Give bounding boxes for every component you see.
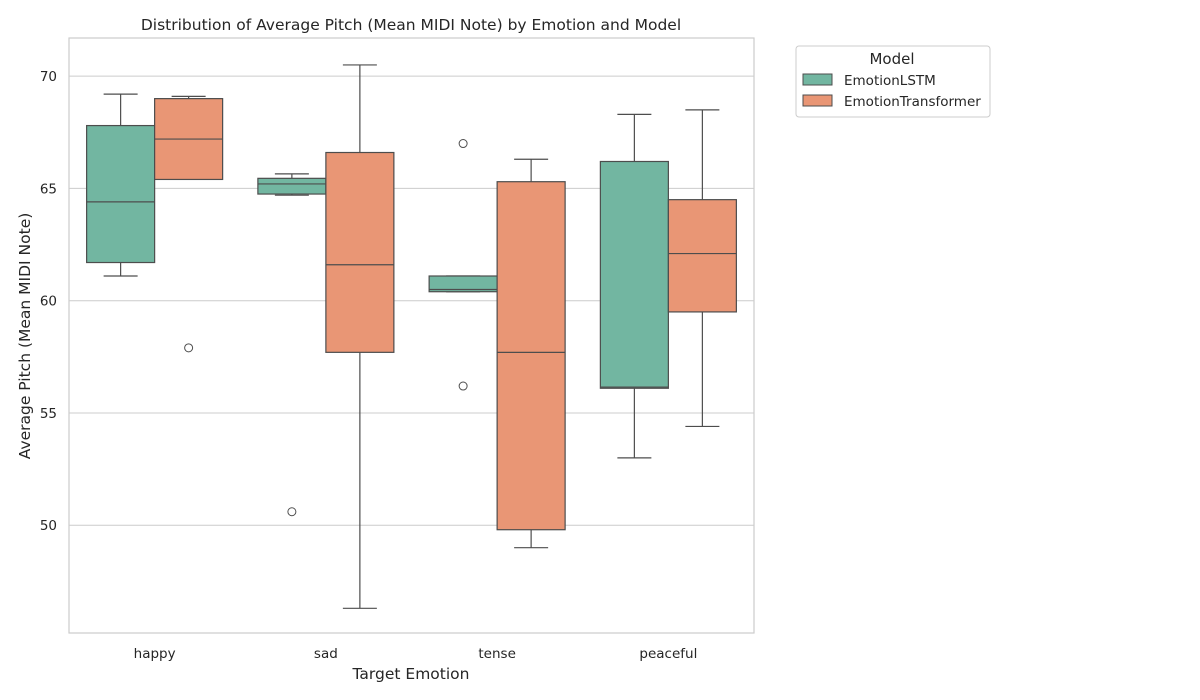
x-axis-title: Target Emotion — [352, 665, 470, 683]
legend: Model EmotionLSTM EmotionTransformer — [795, 45, 991, 118]
y-axis-title: Average Pitch (Mean MIDI Note) — [16, 213, 34, 460]
x-tick-label: tense — [478, 646, 516, 662]
outlier-point — [458, 381, 468, 391]
box-iqr — [496, 181, 566, 531]
box-emotiontransformer-happy — [154, 95, 224, 353]
outlier-point — [458, 139, 468, 149]
y-tick-labels: 50 55 60 65 70 — [40, 69, 57, 534]
legend-swatch-emotionlstm — [802, 73, 833, 86]
legend-swatch-emotiontransformer — [802, 94, 833, 107]
box-iqr — [86, 124, 156, 264]
box-iqr — [599, 160, 669, 389]
x-tick-label: happy — [134, 646, 176, 662]
y-tick-label: 55 — [40, 406, 57, 422]
y-tick-label: 70 — [40, 69, 57, 85]
box-emotiontransformer-tense — [496, 158, 566, 549]
legend-title: Model — [869, 50, 914, 68]
box-emotionlstm-happy — [86, 93, 156, 277]
box-emotionlstm-peaceful — [599, 113, 669, 459]
plot-frame — [68, 37, 755, 634]
box-iqr — [325, 151, 395, 353]
legend-frame — [795, 45, 991, 118]
box-emotionlstm-sad — [257, 173, 327, 517]
box-iqr — [257, 177, 327, 195]
outlier-point — [287, 507, 297, 517]
box-emotionlstm-tense — [428, 139, 498, 391]
chart-title: Distribution of Average Pitch (Mean MIDI… — [141, 16, 681, 34]
box-emotiontransformer-peaceful — [667, 109, 737, 428]
legend-label-emotionlstm: EmotionLSTM — [844, 73, 936, 89]
x-tick-labels: happy sad tense peaceful — [134, 646, 698, 662]
y-tick-label: 60 — [40, 294, 57, 310]
y-tick-label: 65 — [40, 181, 57, 197]
y-tick-label: 50 — [40, 518, 57, 534]
outlier-point — [184, 343, 194, 353]
box-iqr — [667, 199, 737, 313]
legend-label-emotiontransformer: EmotionTransformer — [844, 94, 981, 110]
box-emotiontransformer-sad — [325, 64, 395, 609]
box-plots — [86, 64, 737, 609]
x-tick-label: peaceful — [639, 646, 697, 662]
x-tick-label: sad — [314, 646, 338, 662]
